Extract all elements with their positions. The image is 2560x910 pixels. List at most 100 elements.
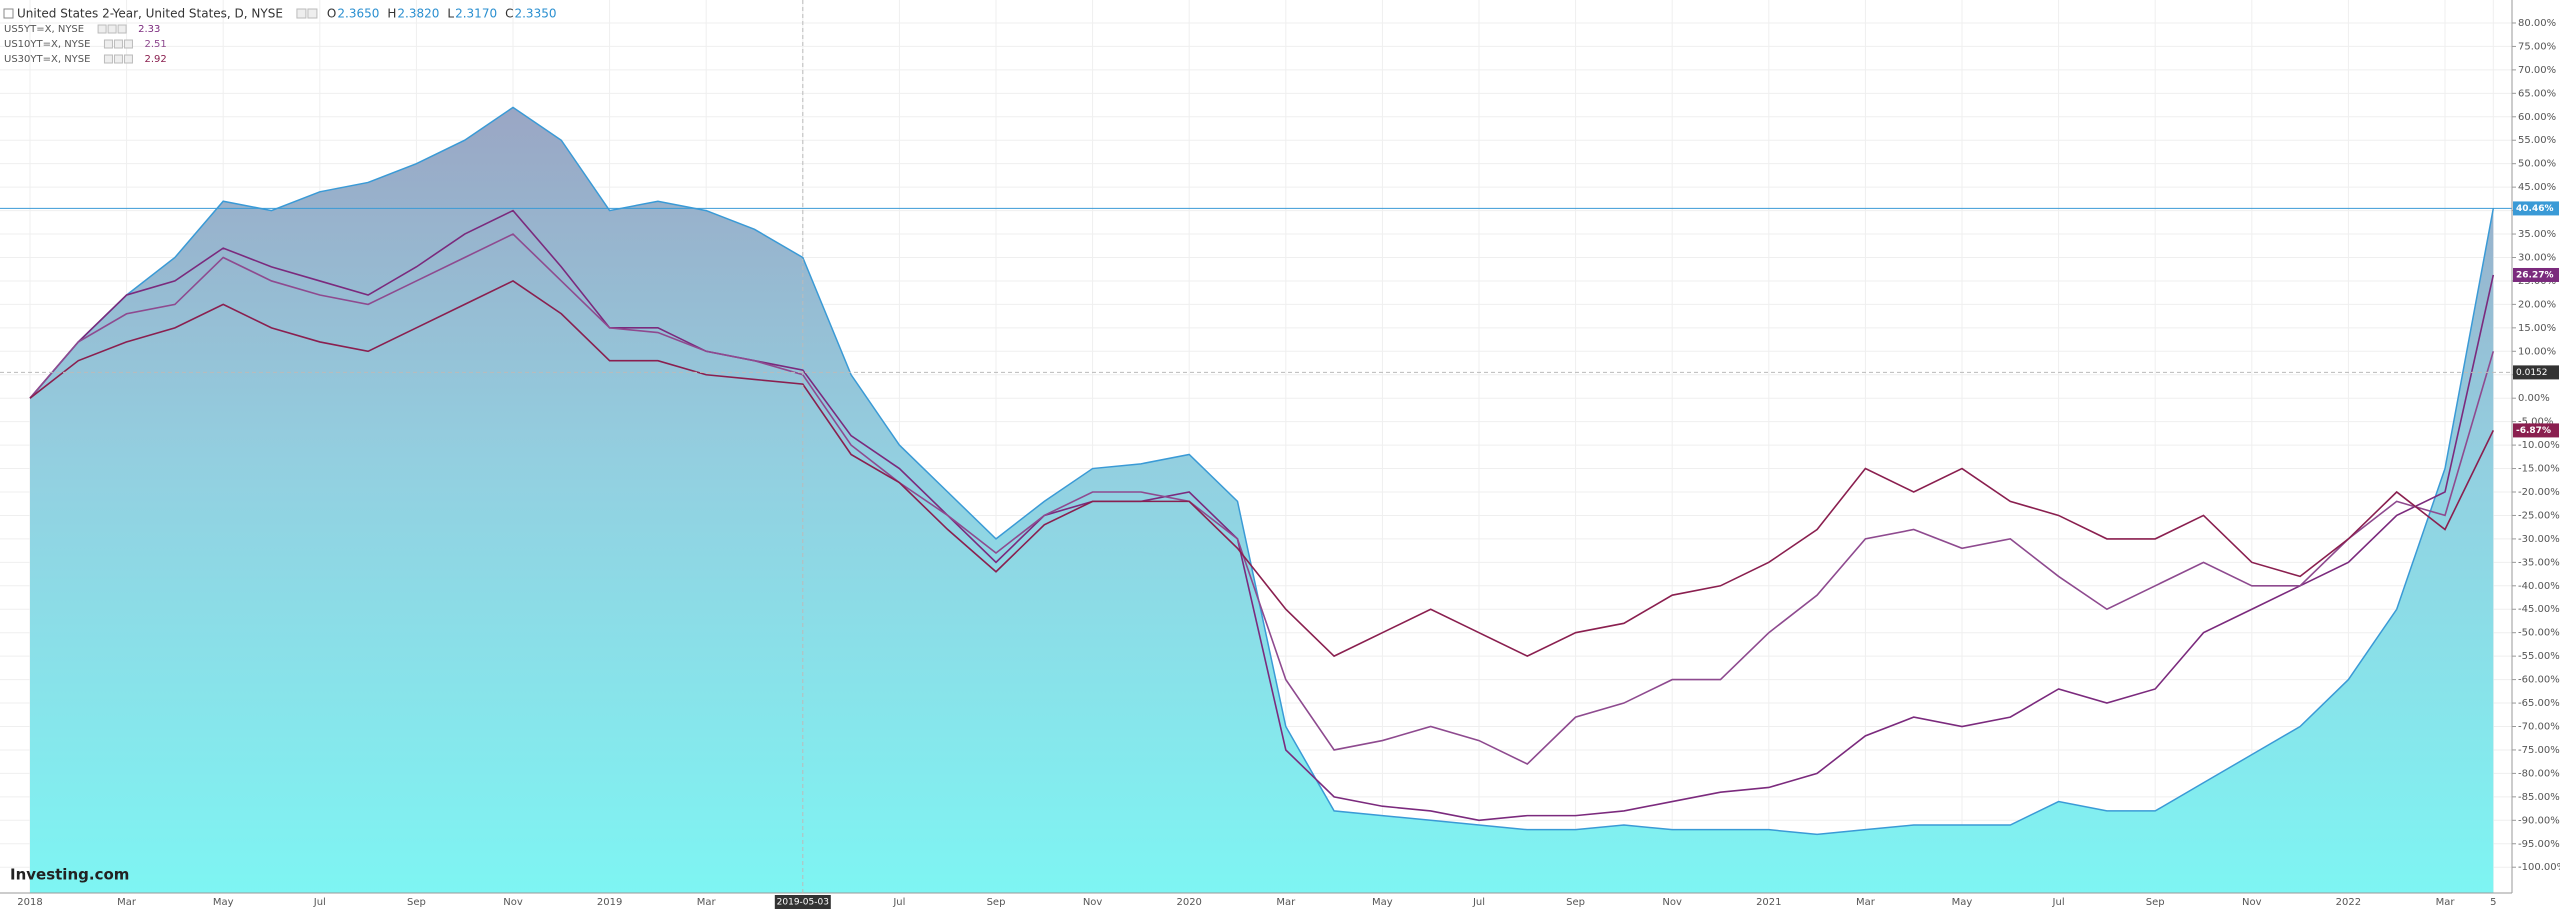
- legend-name: US30YT=X, NYSE: [4, 54, 90, 65]
- y-tick-label: -75.00%: [2518, 745, 2560, 756]
- y-tick-label: 10.00%: [2518, 346, 2556, 357]
- series-line: [29, 233, 2495, 765]
- series-line: [29, 280, 2495, 658]
- y-tick-label: -35.00%: [2518, 557, 2560, 568]
- legend-value: 2.33: [138, 24, 160, 35]
- icon-box: [117, 24, 127, 34]
- y-tick-label: 55.00%: [2518, 135, 2556, 146]
- y-tick-label: 60.00%: [2518, 112, 2556, 123]
- x-tick-label: Mar: [2436, 897, 2456, 908]
- x-tick-label: Mar: [117, 897, 137, 908]
- crosshair-x-badge: [774, 895, 831, 909]
- icon-box: [113, 54, 123, 64]
- y-tick-label: -70.00%: [2518, 722, 2560, 733]
- icon-box: [296, 8, 307, 19]
- y-tick-label: -95.00%: [2518, 839, 2560, 850]
- logo: Investing.com: [10, 866, 129, 884]
- series-line: [29, 209, 2495, 822]
- y-tick-label: -55.00%: [2518, 651, 2560, 662]
- y-tick-label: -60.00%: [2518, 675, 2560, 686]
- y-tick-label: 30.00%: [2518, 252, 2556, 263]
- x-tick-label: 2019-05-03: [777, 898, 829, 908]
- y-tick-label: 0.00%: [2518, 393, 2550, 404]
- icon-box: [103, 54, 113, 64]
- ohlc-key: L: [447, 7, 454, 21]
- x-tick-label: Sep: [987, 897, 1006, 908]
- ohlc-value: 2.3650: [337, 7, 379, 21]
- area-fill: [30, 107, 2494, 894]
- value-label: 26.27%: [2516, 270, 2554, 280]
- y-tick-label: -40.00%: [2518, 581, 2560, 592]
- legend-name: US5YT=X, NYSE: [4, 24, 84, 35]
- x-tick-label: 2020: [1176, 897, 1201, 908]
- ohlc-key: C: [505, 7, 513, 21]
- area-line: [29, 106, 2495, 836]
- y-tick-label: -10.00%: [2518, 440, 2560, 451]
- x-tick-label: Nov: [503, 897, 523, 908]
- x-tick-label: Sep: [1566, 897, 1585, 908]
- x-tick-label: Jul: [1472, 897, 1485, 908]
- y-tick-label: -45.00%: [2518, 604, 2560, 615]
- icon-box: [103, 39, 113, 49]
- y-tick-label: 75.00%: [2518, 41, 2556, 52]
- y-tick-label: -25.00%: [2518, 510, 2560, 521]
- y-tick-label: -50.00%: [2518, 628, 2560, 639]
- x-tick-label: May: [1952, 897, 1973, 908]
- y-tick-label: -20.00%: [2518, 487, 2560, 498]
- y-tick-label: 35.00%: [2518, 229, 2556, 240]
- ohlc-value: 2.3170: [455, 7, 497, 21]
- ohlc-value: 2.3350: [514, 7, 556, 21]
- x-tick-label: Sep: [407, 897, 426, 908]
- x-tick-label: Jul: [313, 897, 326, 908]
- x-tick-label: Mar: [1856, 897, 1876, 908]
- x-tick-label: Mar: [697, 897, 717, 908]
- chart-title: United States 2-Year, United States, D, …: [17, 7, 283, 21]
- y-tick-label: 45.00%: [2518, 182, 2556, 193]
- x-tick-label: 2019: [597, 897, 622, 908]
- plot: [0, 106, 2512, 894]
- icon-box: [123, 39, 133, 49]
- value-label: -6.87%: [2516, 426, 2551, 436]
- value-label: 40.46%: [2516, 204, 2554, 214]
- x-tick-label: Mar: [1276, 897, 1296, 908]
- x-tick-label: Jul: [2052, 897, 2065, 908]
- y-tick-label: -65.00%: [2518, 698, 2560, 709]
- y-tick-label: 70.00%: [2518, 65, 2556, 76]
- y-tick-label: -5.00%: [2518, 417, 2553, 428]
- icon-box: [97, 24, 107, 34]
- y-tick-label: 65.00%: [2518, 88, 2556, 99]
- x-tick-label: 5: [2490, 897, 2496, 908]
- x-tick-label: Nov: [1662, 897, 1682, 908]
- legend-value: 2.92: [144, 54, 166, 65]
- crosshair-y-label: 0.0152: [2516, 368, 2548, 378]
- x-tick-label: Jul: [892, 897, 905, 908]
- value-badge: [2513, 201, 2559, 216]
- ohlc-key: H: [387, 7, 396, 21]
- ohlc-value: 2.3820: [397, 7, 439, 21]
- legend-value: 2.51: [144, 39, 166, 50]
- icon-box: [113, 39, 123, 49]
- value-badge: [2513, 267, 2559, 282]
- x-tick-label: Sep: [2146, 897, 2165, 908]
- y-tick-label: -100.00%: [2518, 862, 2560, 873]
- x-tick-label: 2022: [2336, 897, 2361, 908]
- icon-box: [107, 24, 117, 34]
- x-tick-label: May: [213, 897, 234, 908]
- y-tick-label: 50.00%: [2518, 159, 2556, 170]
- crosshair-y-badge: [2513, 365, 2559, 380]
- overlay: [0, 0, 2512, 893]
- y-tick-label: -85.00%: [2518, 792, 2560, 803]
- icon-box: [307, 8, 318, 19]
- y-tick-label: 80.00%: [2518, 18, 2556, 29]
- collapse-box: [3, 8, 14, 19]
- x-tick-label: 2021: [1756, 897, 1781, 908]
- icon-box: [123, 54, 133, 64]
- y-tick-label: -90.00%: [2518, 815, 2560, 826]
- y-tick-label: 20.00%: [2518, 299, 2556, 310]
- legend-name: US10YT=X, NYSE: [4, 39, 90, 50]
- y-tick-label: 15.00%: [2518, 323, 2556, 334]
- y-tick-label: -15.00%: [2518, 464, 2560, 475]
- y-tick-label: -30.00%: [2518, 534, 2560, 545]
- x-tick-label: Nov: [2242, 897, 2262, 908]
